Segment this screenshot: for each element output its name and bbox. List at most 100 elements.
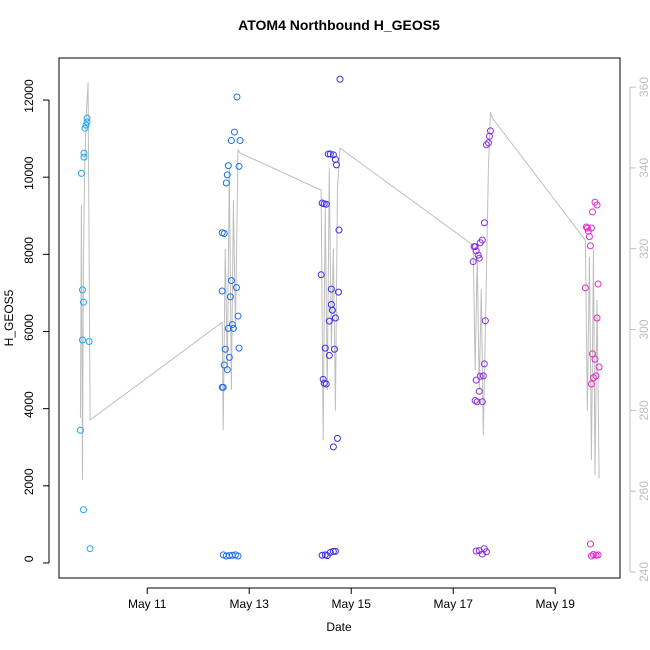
scatter-point — [83, 114, 91, 122]
x-tick-label: May 17 — [434, 597, 474, 611]
scatter-point — [325, 351, 333, 359]
scatter-point — [326, 150, 334, 158]
scatter-point — [82, 121, 90, 129]
scatter-point — [588, 350, 596, 358]
scatter-point — [325, 317, 333, 325]
scatter-point — [586, 242, 594, 250]
scatter-point — [471, 243, 479, 251]
scatter-point — [585, 233, 593, 241]
y2-tick-label: 260 — [637, 481, 650, 501]
scatter-point — [77, 169, 85, 177]
scatter-point — [76, 426, 84, 434]
scatter-point — [472, 547, 480, 555]
y-tick-label: 0 — [22, 555, 36, 562]
y-tick-label: 12000 — [22, 79, 36, 113]
scatter-point — [486, 127, 494, 135]
x-tick-label: May 19 — [536, 597, 576, 611]
scatter-point — [481, 317, 489, 325]
chart-title: ATOM4 Northbound H_GEOS5 — [238, 17, 440, 33]
y2-tick-label: 240 — [637, 562, 650, 582]
scatter-point — [587, 224, 595, 232]
scatter-point — [80, 149, 88, 157]
scatter-point — [236, 137, 244, 145]
scatter-point — [474, 251, 482, 259]
scatter-point — [588, 208, 596, 216]
scatter-point — [480, 219, 488, 227]
y2-tick-label: 360 — [637, 77, 650, 97]
x-axis-title: Date — [326, 620, 352, 634]
scatter-point — [224, 324, 232, 332]
scatter-point — [321, 344, 329, 352]
scatter-point — [235, 344, 243, 352]
scatter-point — [318, 551, 326, 559]
scatter-point — [227, 137, 235, 145]
scatter-point — [233, 93, 241, 101]
scatter-point — [482, 548, 490, 556]
scatter-point — [482, 141, 490, 149]
scatter-point — [234, 312, 242, 320]
y-tick-label: 10000 — [22, 156, 36, 190]
scatter-point — [222, 179, 230, 187]
scatter-point — [329, 443, 337, 451]
scatter-point — [479, 372, 487, 380]
scatter-point — [586, 540, 594, 548]
scatter-point — [331, 314, 339, 322]
scatter-point — [324, 150, 332, 158]
x-tick-label: May 13 — [230, 597, 270, 611]
scatter-point — [80, 153, 88, 161]
scatter-point — [333, 434, 341, 442]
scatter-point — [221, 345, 229, 353]
scatter-point — [79, 298, 87, 306]
scatter-point — [582, 223, 590, 231]
scatter-point — [583, 224, 591, 232]
scatter-point — [476, 372, 484, 380]
series-line — [79, 82, 600, 481]
y-axis-title: H_GEOS5 — [2, 289, 16, 346]
scatter-point — [79, 506, 87, 514]
scatter-point — [594, 280, 602, 288]
scatter-point — [593, 314, 601, 322]
scatter-point — [85, 338, 93, 346]
scatter-point — [229, 324, 237, 332]
scatter-point — [472, 247, 480, 255]
x-tick-label: May 15 — [332, 597, 372, 611]
scatter-point — [220, 230, 228, 238]
scatter-point — [480, 360, 488, 368]
scatter-point — [331, 547, 339, 555]
scatter-point — [235, 162, 243, 170]
scatter-point — [86, 545, 94, 553]
scatter-point — [78, 336, 86, 344]
scatter-point — [81, 124, 89, 132]
y-tick-label: 8000 — [22, 237, 36, 264]
scatter-point — [581, 284, 589, 292]
y2-tick-label: 300 — [637, 319, 650, 339]
scatter-point — [322, 380, 330, 388]
scatter-point — [330, 345, 338, 353]
scatter-point — [226, 293, 234, 301]
scatter-point — [475, 387, 483, 395]
y2-tick-label: 320 — [637, 238, 650, 258]
y2-tick-label: 280 — [637, 400, 650, 420]
scatter-point — [587, 380, 595, 388]
scatter-point — [334, 288, 342, 296]
scatter-point — [224, 162, 232, 170]
scatter-point — [473, 398, 481, 406]
scatter-point — [592, 372, 600, 380]
scatter-point — [234, 552, 242, 560]
scatter-point — [593, 201, 601, 209]
scatter-point — [469, 258, 477, 266]
scatter-point — [219, 383, 227, 391]
x-tick-label: May 11 — [128, 597, 167, 611]
scatter-point — [218, 287, 226, 295]
scatter-point — [329, 151, 337, 159]
scatter-point — [322, 200, 330, 208]
scatter-point — [230, 128, 238, 136]
scatter-point — [472, 376, 480, 384]
scatter-point — [329, 547, 337, 555]
scatter-point — [227, 277, 235, 285]
scatter-point — [317, 271, 325, 279]
scatter-point — [336, 75, 344, 83]
scatter-point — [332, 161, 340, 169]
scatter-point — [225, 353, 233, 361]
